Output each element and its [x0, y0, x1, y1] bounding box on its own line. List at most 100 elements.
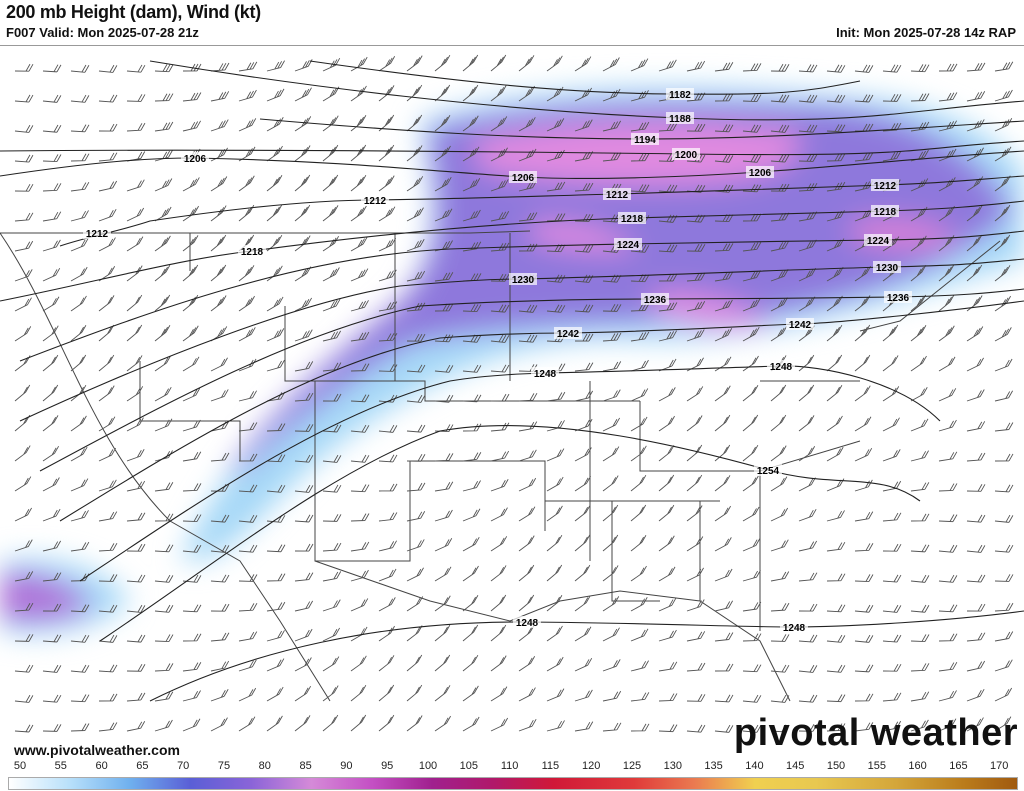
wind-barb — [602, 475, 619, 492]
website-url[interactable]: www.pivotalweather.com — [14, 742, 180, 758]
wind-barb — [630, 565, 647, 582]
wind-barb — [994, 89, 1013, 102]
wind-barb — [350, 569, 369, 582]
wind-barb — [658, 629, 677, 642]
wind-barb — [854, 416, 872, 432]
wind-barb — [770, 571, 790, 582]
wind-barb — [686, 724, 706, 733]
wind-speed-colorbar — [8, 777, 1018, 790]
wind-barb — [210, 660, 230, 672]
wind-barb — [182, 419, 201, 432]
wind-barb — [658, 184, 678, 193]
wind-barb — [378, 85, 395, 102]
wind-barb — [350, 424, 370, 433]
wind-barb — [714, 414, 731, 432]
wind-barb — [658, 566, 676, 582]
wind-barb — [826, 324, 843, 342]
wind-barb — [406, 176, 424, 192]
contour-label: 1212 — [606, 190, 629, 201]
wind-barb — [14, 154, 34, 163]
wind-barb — [994, 544, 1014, 553]
wind-barb — [98, 634, 118, 643]
wind-barb — [210, 91, 230, 102]
wind-barb — [798, 446, 816, 462]
wind-barb — [546, 564, 563, 582]
wind-barb — [518, 85, 535, 102]
wind-barb — [490, 717, 509, 732]
wind-barb — [630, 723, 650, 732]
colorbar-tick: 60 — [95, 760, 108, 772]
wind-barb — [546, 244, 566, 253]
wind-barb — [434, 685, 451, 702]
wind-barb — [658, 598, 677, 612]
wind-barb — [14, 240, 34, 252]
wind-barb — [42, 94, 62, 103]
wind-barb — [406, 596, 424, 612]
contour-label: 1236 — [887, 293, 910, 304]
wind-barb — [98, 693, 118, 702]
wind-barb — [322, 235, 340, 252]
wind-barb — [70, 354, 87, 372]
wind-barb — [574, 304, 594, 313]
wind-barb — [994, 61, 1014, 72]
contour-label: 1200 — [675, 150, 698, 161]
wind-barb — [70, 153, 90, 162]
wind-barb — [714, 600, 734, 612]
wind-barb — [658, 59, 677, 72]
wind-barb — [910, 691, 930, 702]
wind-barb — [938, 574, 958, 583]
wind-barb — [14, 664, 34, 673]
wind-barb — [490, 594, 507, 612]
wind-barb — [14, 539, 33, 552]
wind-barb — [154, 574, 174, 583]
wind-barb — [518, 535, 535, 552]
wind-barb — [910, 121, 930, 132]
wind-barb — [434, 54, 451, 72]
wind-barb — [546, 118, 565, 132]
wind-barb — [910, 178, 929, 192]
wind-barb — [910, 663, 930, 672]
wind-barb — [994, 327, 1012, 342]
wind-barb — [854, 295, 871, 312]
wind-barb — [910, 206, 928, 222]
wind-barb — [14, 571, 34, 582]
wind-barb — [238, 204, 255, 222]
wind-barb — [98, 237, 116, 252]
wind-barb — [490, 655, 507, 672]
wind-barb — [714, 724, 734, 733]
wind-barb — [98, 664, 118, 673]
wind-speed-shading — [0, 86, 1024, 635]
contour-label-bg — [871, 205, 899, 217]
wind-barb — [126, 543, 146, 552]
wind-barb — [910, 513, 930, 522]
wind-barb — [602, 565, 619, 582]
wind-barb — [490, 450, 510, 462]
wind-barb — [182, 574, 202, 583]
wind-barb — [826, 604, 846, 613]
wind-barb — [154, 482, 174, 492]
wind-barb — [938, 661, 958, 672]
wind-barb — [406, 684, 423, 702]
wind-barb — [994, 484, 1014, 493]
wind-barb — [406, 453, 426, 462]
wind-barb — [994, 716, 1012, 732]
wind-barb — [210, 544, 230, 553]
wind-barb — [210, 205, 227, 222]
wind-barb — [126, 574, 146, 583]
colorbar-tick: 145 — [786, 760, 805, 772]
wind-barb — [378, 684, 395, 702]
wind-barb — [126, 721, 146, 732]
wind-barb — [742, 242, 762, 252]
wind-barb — [546, 149, 565, 162]
weather-map[interactable]: 1182 1188 1194 1200 1206 1206 1206 1212 1212 1212… — [0, 45, 1024, 758]
wind-barb — [602, 417, 621, 432]
wind-barb — [210, 689, 229, 702]
wind-barb — [98, 574, 118, 582]
wind-barb — [630, 692, 650, 702]
wind-barb — [42, 664, 62, 673]
wind-barb — [854, 354, 871, 372]
wind-barb — [350, 85, 367, 102]
wind-barb — [490, 624, 507, 642]
contour-label-bg — [767, 360, 795, 372]
wind-barb — [714, 328, 733, 342]
